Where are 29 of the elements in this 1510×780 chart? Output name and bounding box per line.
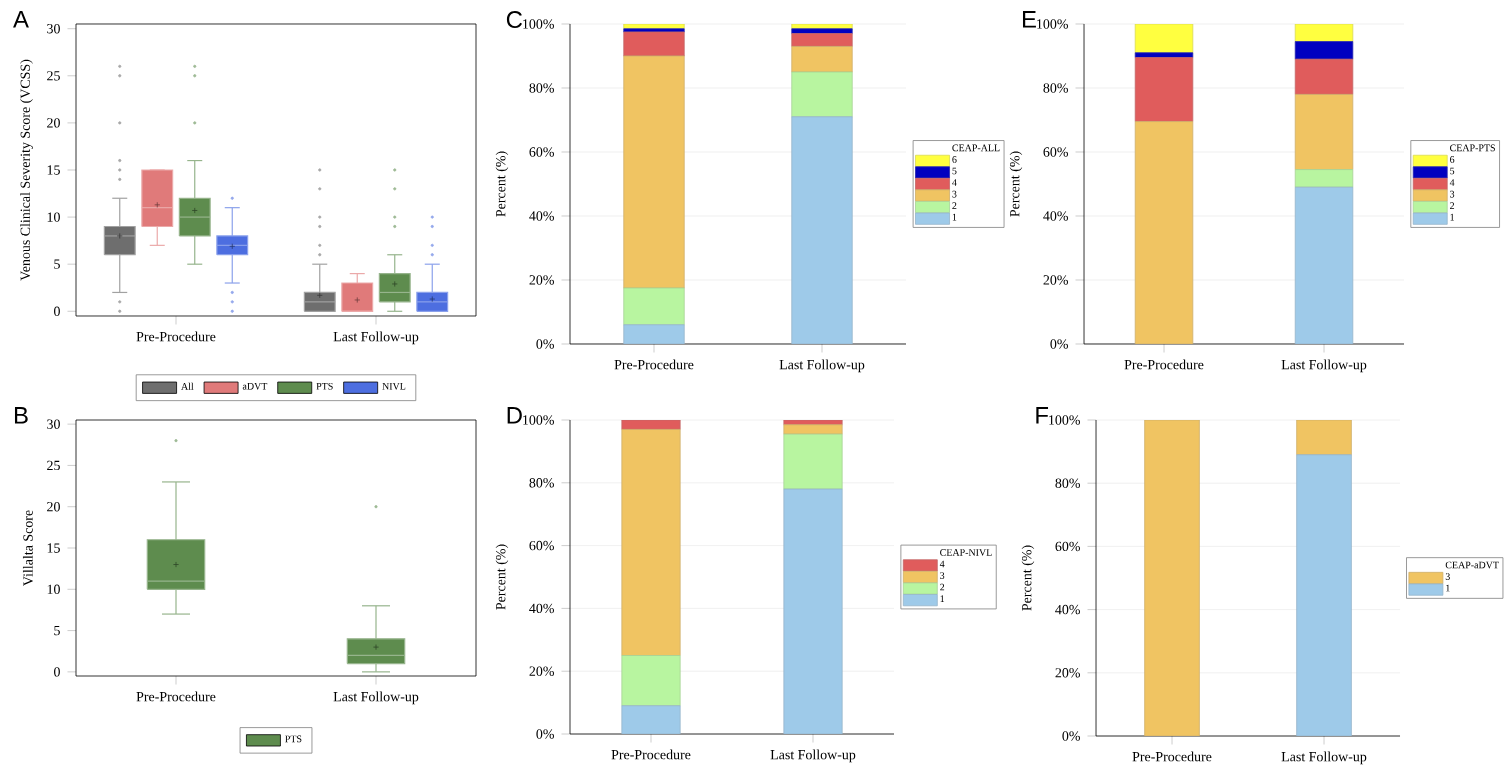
bar (783, 488, 843, 734)
bar (783, 433, 843, 490)
bar (623, 287, 685, 326)
bar (791, 71, 853, 118)
bar (623, 324, 685, 344)
bar (1294, 93, 1354, 170)
chart-title: B (14, 407, 28, 424)
bar (1294, 58, 1354, 95)
bar (1134, 57, 1194, 122)
bar (623, 31, 685, 57)
chart-title: A (13, 11, 29, 28)
bar (1294, 41, 1354, 60)
bar (623, 55, 685, 289)
bar (791, 45, 853, 73)
chart-title: D (507, 407, 522, 424)
chart-title: C (506, 11, 523, 28)
bar (621, 429, 681, 656)
bar (791, 33, 853, 47)
bar (1134, 23, 1194, 54)
bar (621, 655, 681, 707)
bar (1294, 186, 1354, 344)
bar (791, 116, 853, 344)
chart-title: E (1022, 11, 1036, 28)
bar (1134, 121, 1194, 344)
bar (1294, 169, 1354, 188)
chart-title: F (1036, 407, 1049, 424)
bar (783, 424, 843, 435)
bar (621, 705, 681, 734)
bar (1294, 23, 1354, 42)
